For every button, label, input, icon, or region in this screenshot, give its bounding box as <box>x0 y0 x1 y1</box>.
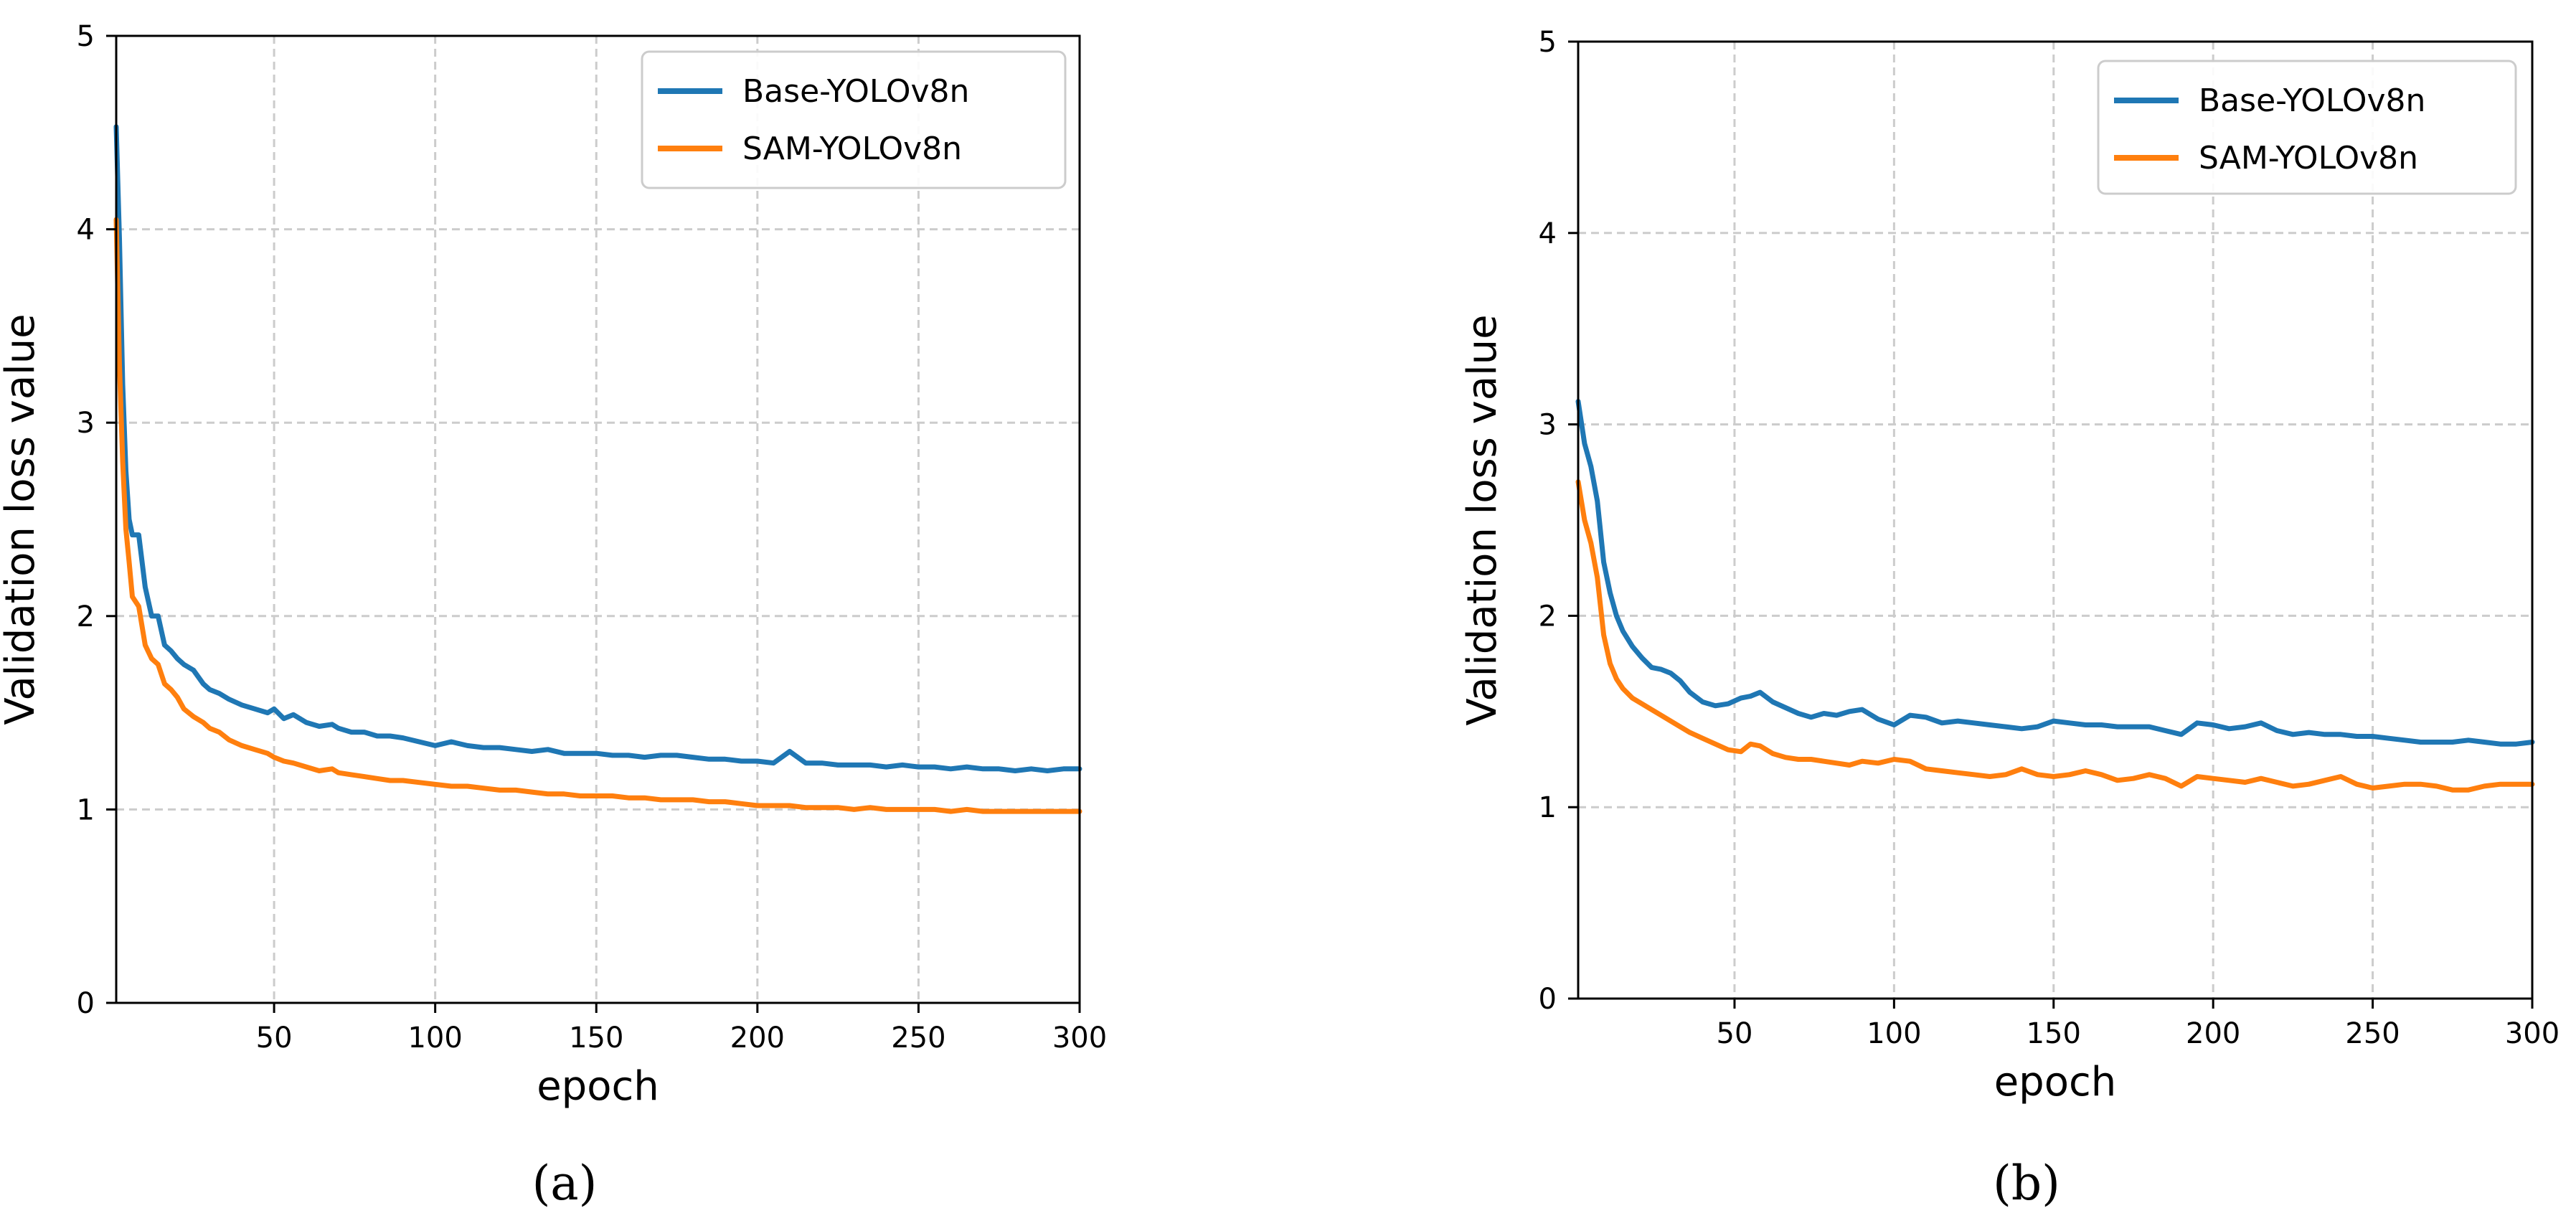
y-tick-label: 2 <box>77 600 95 633</box>
caption-a: (a) <box>532 1156 598 1211</box>
legend-label: SAM-YOLOv8n <box>2199 140 2418 176</box>
y-tick-label: 2 <box>1539 600 1557 633</box>
x-tick-label: 200 <box>2186 1017 2240 1050</box>
x-tick-label: 100 <box>407 1022 462 1055</box>
x-axis-label: epoch <box>537 1063 659 1110</box>
y-tick-label: 5 <box>77 20 95 53</box>
x-axis-label: epoch <box>1994 1059 2117 1105</box>
y-tick-label: 3 <box>1539 409 1557 442</box>
series-line-base-yolov8n <box>1575 399 2535 747</box>
y-axis-label: Validation loss value <box>1459 314 1506 725</box>
chart-panel-b: 50 100 150 200 250 300 0 1 2 3 4 5 epoch Validation l… <box>1459 26 2560 1105</box>
legend-label: Base-YOLOv8n <box>2199 82 2425 119</box>
legend-box <box>641 50 1067 189</box>
x-tick-label: 300 <box>2505 1017 2560 1050</box>
x-tick-label: 250 <box>2345 1017 2400 1050</box>
x-tick-label: 150 <box>2027 1017 2081 1050</box>
series-line-sam-yolov8n <box>1575 479 2535 793</box>
x-tick-label: 250 <box>891 1022 945 1055</box>
x-tick-label: 50 <box>1717 1017 1753 1050</box>
x-tick-label: 200 <box>730 1022 785 1055</box>
y-tick-label: 5 <box>1539 26 1557 59</box>
y-tick-label: 4 <box>77 214 95 247</box>
legend: Base-YOLOv8n SAM-YOLOv8n <box>641 50 1067 189</box>
plot-frame <box>1577 40 2534 1000</box>
legend: Base-YOLOv8n SAM-YOLOv8n <box>2097 60 2517 195</box>
y-tick-label: 1 <box>77 793 95 826</box>
legend-label: Base-YOLOv8n <box>742 73 969 110</box>
caption-b: (b) <box>1993 1156 2060 1211</box>
y-tick-label: 0 <box>77 987 95 1020</box>
y-tick-label: 1 <box>1539 791 1557 824</box>
x-tick-label: 300 <box>1052 1022 1107 1055</box>
plot-frame <box>115 34 1081 1004</box>
series-line-sam-yolov8n <box>113 217 1082 814</box>
legend-box <box>2097 60 2517 195</box>
x-tick-label: 50 <box>256 1022 293 1055</box>
x-tick-label: 100 <box>1867 1017 1921 1050</box>
series-line-base-yolov8n <box>113 124 1082 773</box>
chart-panel-a: 50 100 150 200 250 300 0 1 2 3 4 5 epoch Validation l… <box>0 20 1107 1110</box>
legend-label: SAM-YOLOv8n <box>742 131 962 167</box>
x-tick-label: 150 <box>569 1022 623 1055</box>
y-tick-label: 4 <box>1539 217 1557 250</box>
y-axis-label: Validation loss value <box>0 313 44 725</box>
y-tick-label: 3 <box>77 407 95 440</box>
y-tick-label: 0 <box>1539 983 1557 1016</box>
